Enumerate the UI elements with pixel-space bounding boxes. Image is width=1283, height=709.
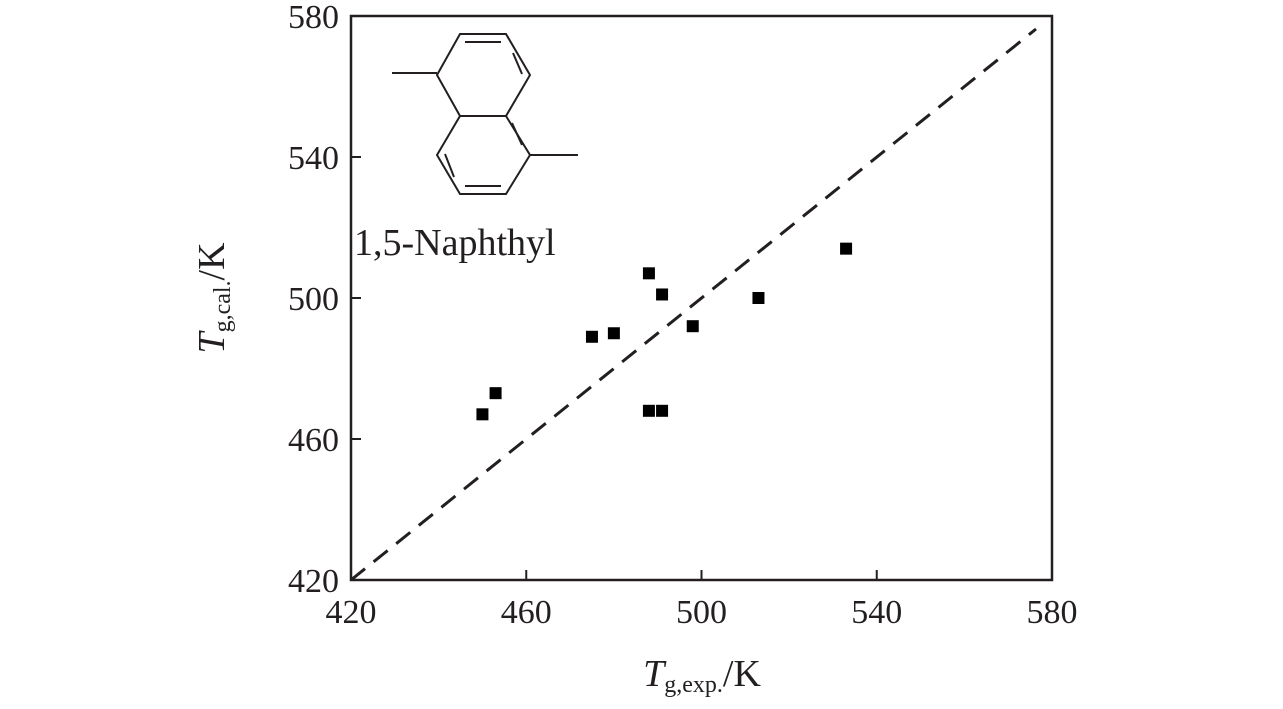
y-tick-label: 500 [288,281,339,318]
data-points [476,242,853,421]
data-point [656,404,669,417]
x-axis-title: Tg,exp./K [643,653,761,698]
x-tick-label: 420 [326,594,377,631]
x-tick-label: 500 [676,594,727,631]
data-point [607,327,620,340]
y-tick-label: 580 [288,0,339,36]
data-point [642,267,655,280]
data-point [840,242,853,255]
data-point [585,330,598,343]
y-axis-tick-labels: 420 460 500 540 580 [288,0,339,600]
1,5-dimethylnaphthalene-structure-icon [392,33,578,195]
x-tick-label: 460 [501,594,552,631]
y-axis-unit: /K [191,242,233,281]
data-point [642,404,655,417]
y-axis-title: Tg,cal./K [191,242,236,354]
y-axis-symbol: T [191,330,233,354]
data-point [489,387,502,400]
x-axis-symbol: T [643,653,667,695]
y-tick-label: 540 [288,140,339,177]
y-tick-label: 460 [288,422,339,459]
y-tick-label: 420 [288,563,339,600]
parity-reference-line [350,27,1037,582]
x-axis-subscript: g,exp. [664,672,723,698]
data-point [686,320,699,333]
data-point [656,288,669,301]
data-point [752,292,765,304]
x-tick-label: 540 [851,594,902,631]
x-axis-ticks [350,570,1053,580]
x-tick-label: 580 [1027,594,1078,631]
x-axis-tick-labels: 420 460 500 540 580 [326,594,1078,631]
y-axis-ticks [351,15,361,581]
y-axis-subscript: g,cal. [210,280,236,332]
molecule-label: 1,5-Naphthyl [354,222,556,264]
data-point [476,408,489,421]
x-axis-unit: /K [723,653,762,695]
